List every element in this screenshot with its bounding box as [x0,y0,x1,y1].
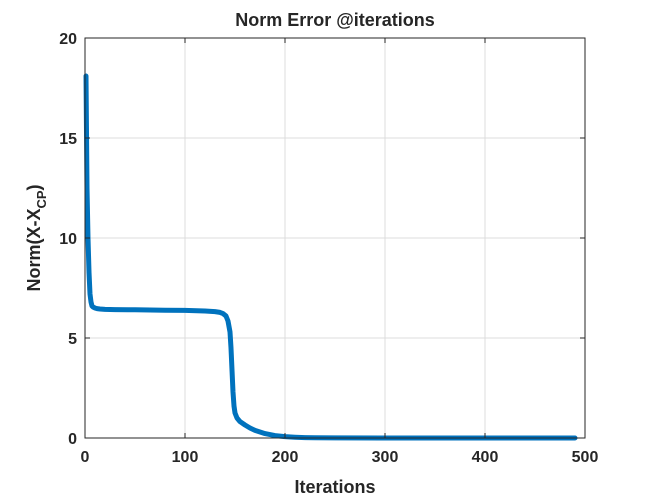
x-tick-label: 300 [372,449,399,466]
series-line [83,73,578,441]
x-tick-label: 400 [472,449,499,466]
y-tick-label: 15 [59,131,77,148]
y-tick-label: 20 [59,31,77,48]
y-axis-label-close: ) [24,184,44,190]
x-tick-label: 100 [172,449,199,466]
y-tick-label: 10 [59,231,77,248]
y-axis-label-subscript: CP [34,190,49,208]
chart-title: Norm Error @iterations [235,10,435,30]
series-layer [83,73,578,441]
y-axis-label-main: Norm(X-X [24,209,44,292]
x-tick-label: 200 [272,449,299,466]
ticks: 0 100 200 300 400 500 0 5 10 15 20 [59,31,598,466]
y-tick-label: 0 [68,431,77,448]
x-axis-label: Iterations [294,477,375,497]
x-tick-label: 500 [572,449,599,466]
y-tick-label: 5 [68,331,77,348]
y-axis-label: Norm(X-XCP) [24,184,49,291]
x-tick-label: 0 [81,449,90,466]
